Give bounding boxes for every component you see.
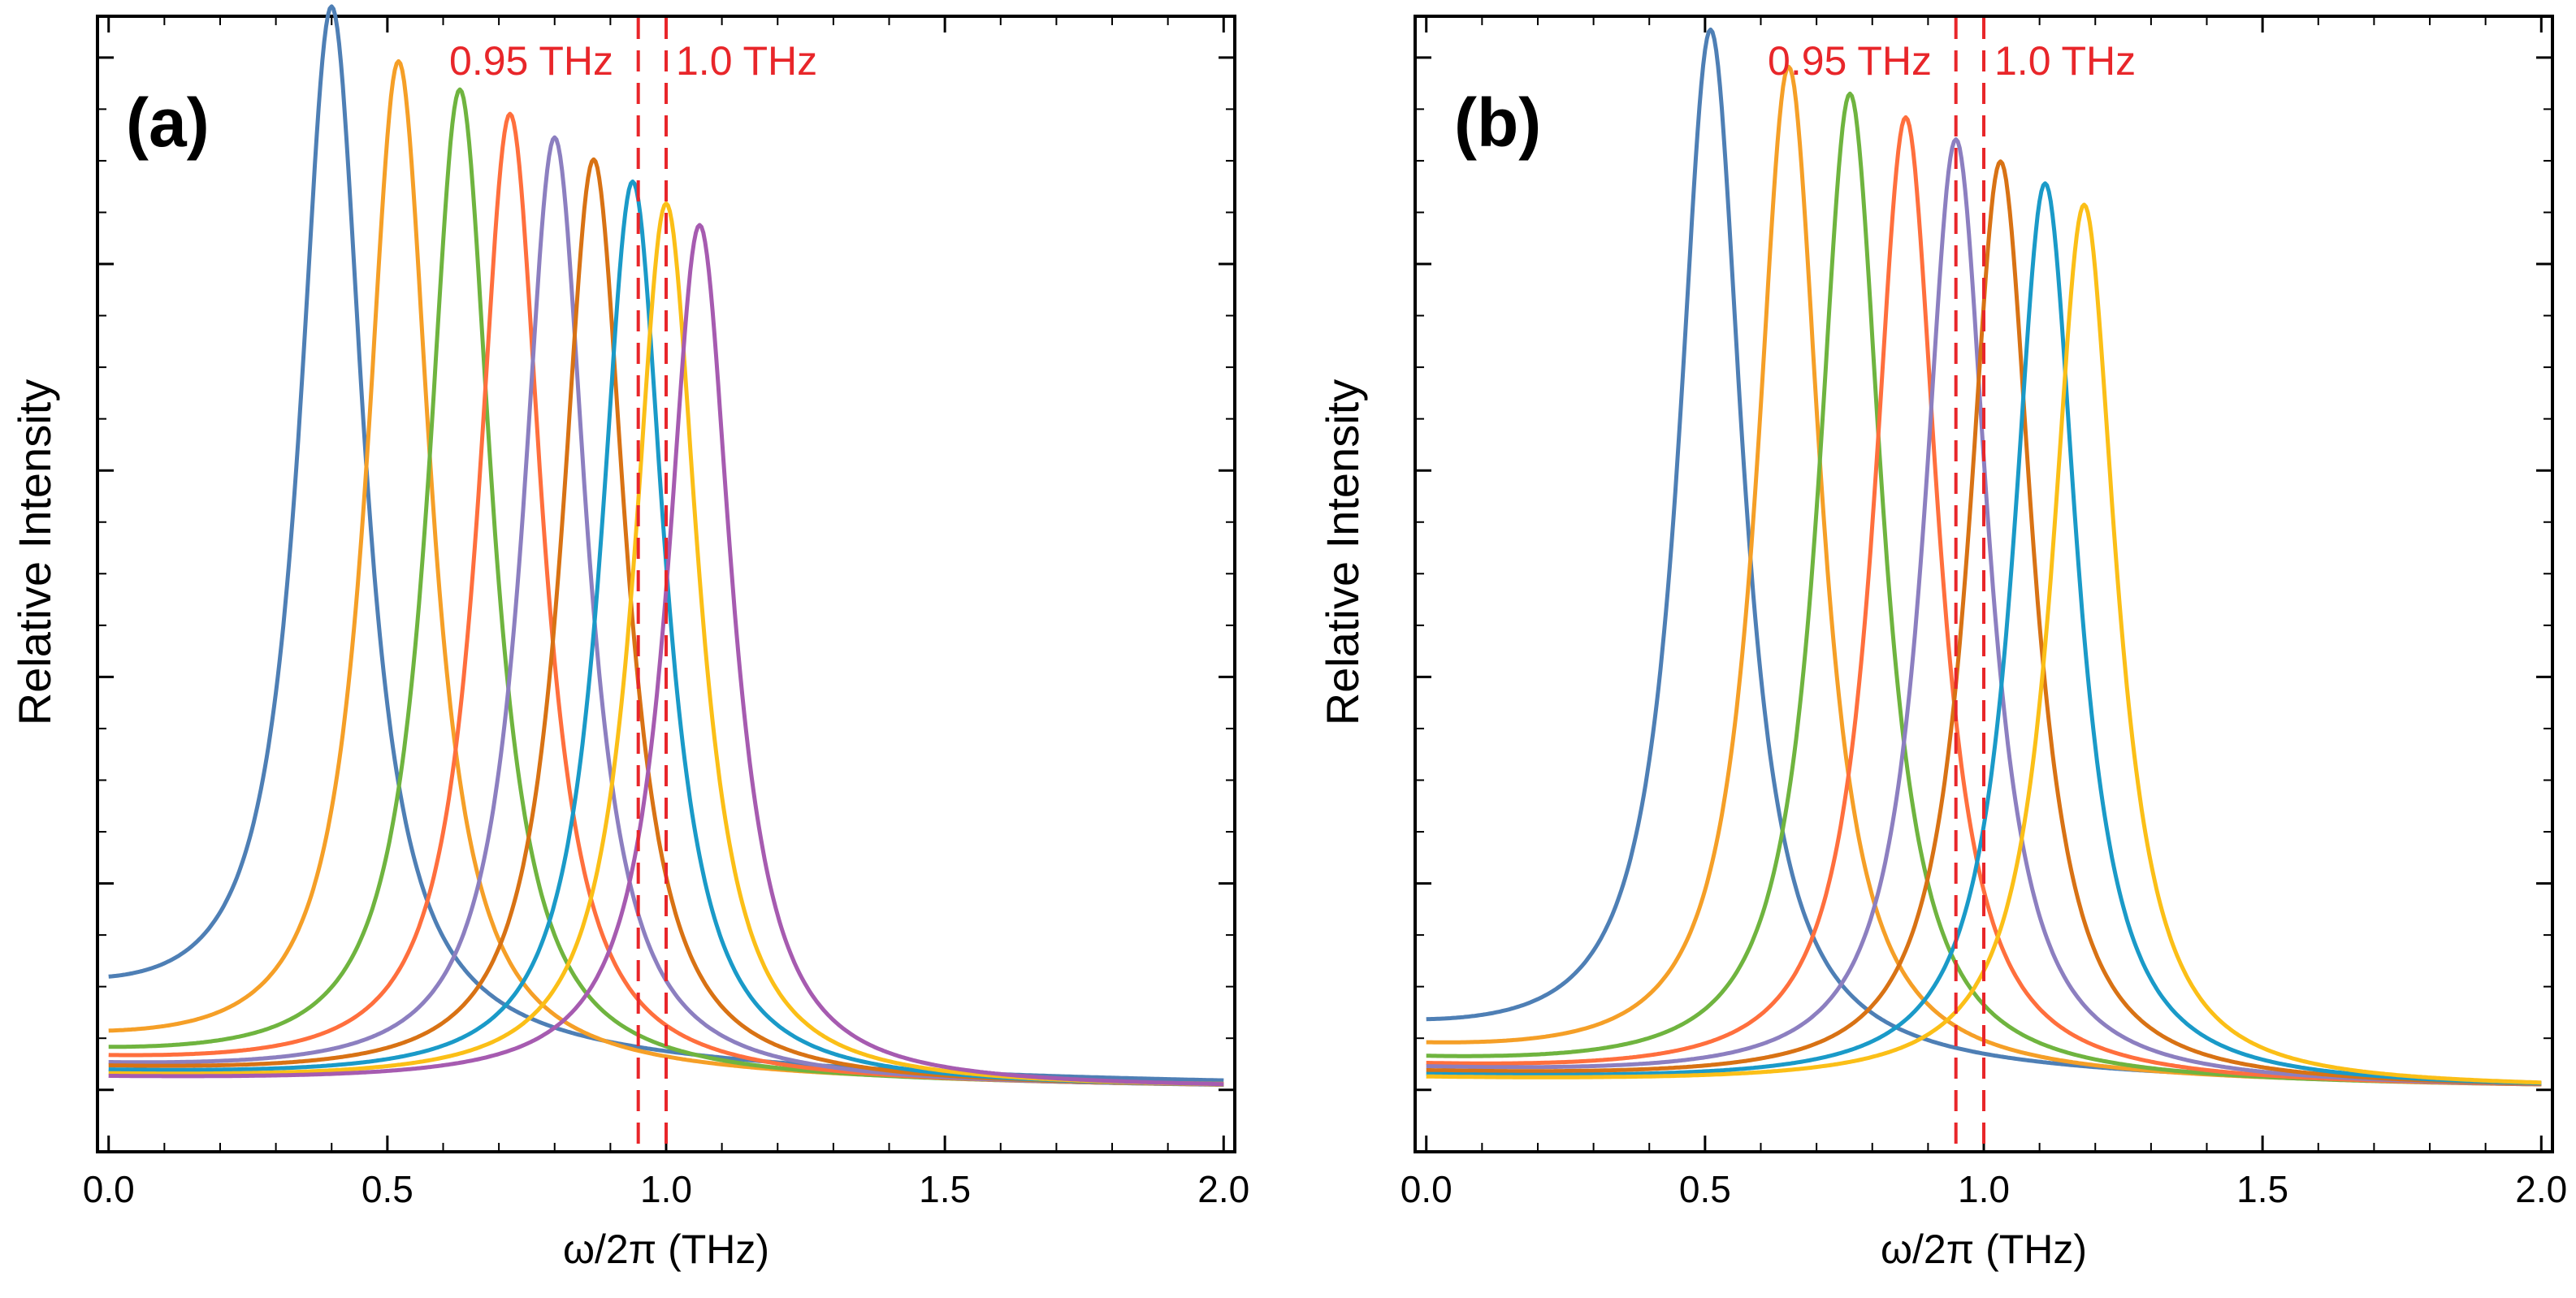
annotation-lines	[1954, 18, 1985, 1150]
x-tick-label: 1.0	[1958, 1168, 2010, 1210]
x-tick-label: 2.0	[1197, 1168, 1249, 1210]
annotation-10: 1.0 THz	[1994, 38, 2136, 84]
annotation-lines	[636, 18, 668, 1150]
x-tick-label: 1.5	[2236, 1168, 2288, 1210]
panel-a: 0.0 0.5 1.0 1.5 2.0 0.95 THz 1.0 THz (a)…	[9, 4, 1250, 1272]
annotation-10: 1.0 THz	[676, 38, 817, 84]
y-ticks	[1415, 56, 2552, 1092]
x-tick-label: 0.0	[83, 1168, 135, 1210]
x-axis-label: ω/2π (THz)	[563, 1227, 769, 1272]
x-tick-label: 0.5	[1679, 1168, 1731, 1210]
x-tick-label: 0.0	[1401, 1168, 1453, 1210]
panel-label: (b)	[1454, 84, 1541, 161]
x-axis-label: ω/2π (THz)	[1881, 1227, 2087, 1272]
series-line	[1426, 181, 2542, 1085]
series-line	[1426, 159, 2542, 1086]
x-tick-label: 1.0	[640, 1168, 692, 1210]
x-tick-labels: 0.0 0.5 1.0 1.5 2.0	[83, 1168, 1250, 1210]
panel-label: (a)	[126, 84, 210, 161]
annotation-095: 0.95 THz	[449, 38, 613, 84]
x-tick-labels: 0.0 0.5 1.0 1.5 2.0	[1401, 1168, 2568, 1210]
panel-b: 0.0 0.5 1.0 1.5 2.0 0.95 THz 1.0 THz (b)…	[1317, 15, 2568, 1272]
annotation-095: 0.95 THz	[1768, 38, 1932, 84]
y-axis-label: Relative Intensity	[9, 379, 60, 725]
x-tick-label: 0.5	[362, 1168, 413, 1210]
x-tick-label: 2.0	[2515, 1168, 2567, 1210]
y-ticks	[97, 56, 1235, 1092]
x-ticks	[1425, 16, 2543, 1152]
y-axis-label: Relative Intensity	[1317, 379, 1368, 725]
x-tick-label: 1.5	[919, 1168, 971, 1210]
